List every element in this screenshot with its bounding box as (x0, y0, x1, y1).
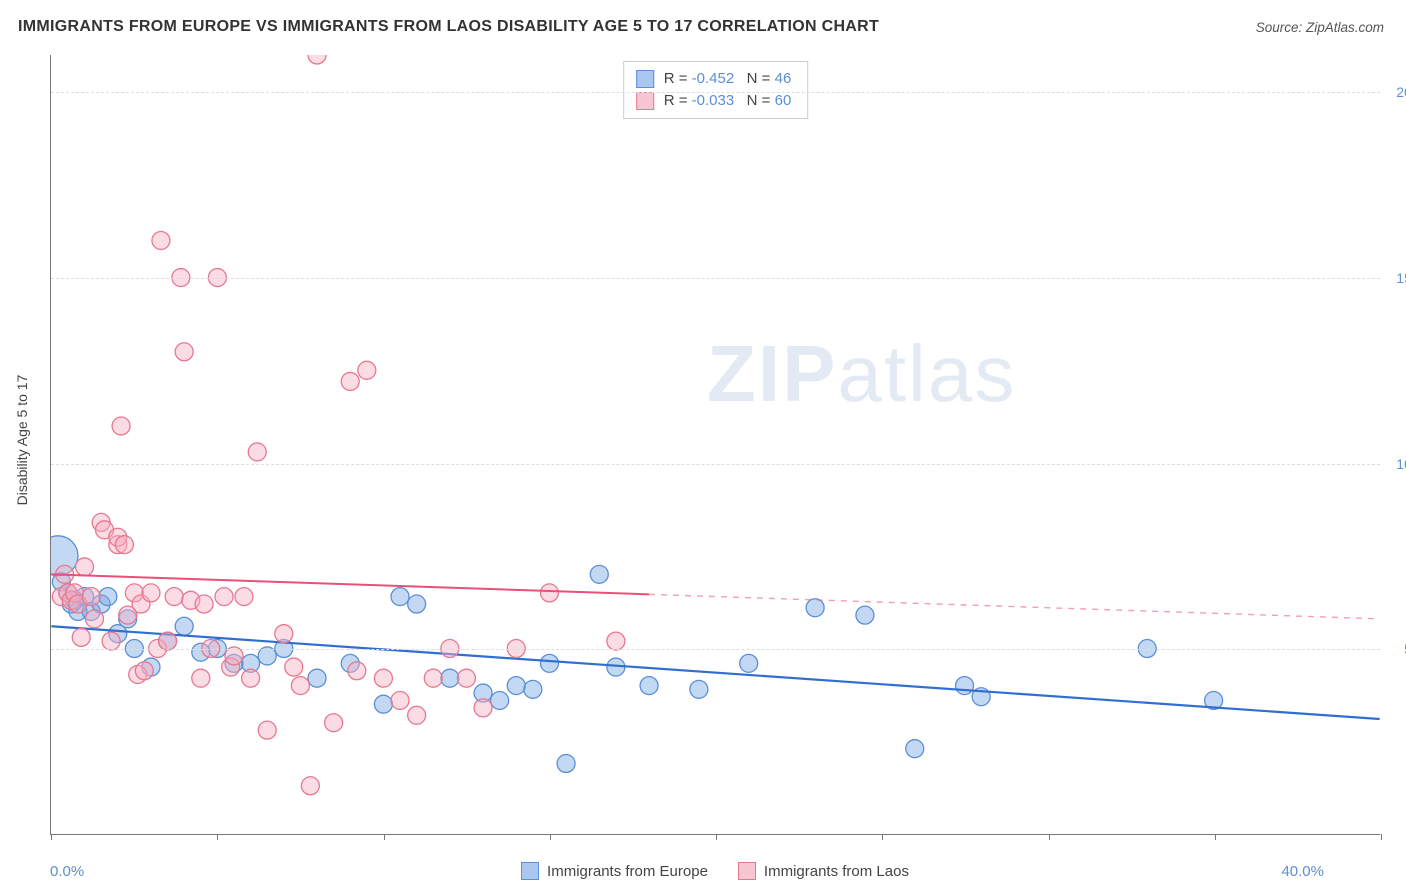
y-tick-label: 20.0% (1396, 84, 1406, 100)
scatter-point (590, 565, 608, 583)
scatter-point (102, 632, 120, 650)
scatter-point (956, 677, 974, 695)
scatter-point (115, 536, 133, 554)
scatter-point (457, 669, 475, 687)
legend-correlation-row: R = -0.452 N = 46 (636, 68, 792, 90)
scatter-point (195, 595, 213, 613)
scatter-point (308, 55, 326, 64)
scatter-point (235, 588, 253, 606)
scatter-point (540, 584, 558, 602)
legend-series-label: Immigrants from Europe (547, 863, 708, 880)
x-tick (550, 834, 551, 840)
scatter-point (308, 669, 326, 687)
scatter-plot (51, 55, 1380, 834)
x-tick (1381, 834, 1382, 840)
scatter-point (275, 625, 293, 643)
x-tick (1049, 834, 1050, 840)
legend-swatch (636, 92, 654, 110)
scatter-point (72, 628, 90, 646)
x-tick (51, 834, 52, 840)
scatter-point (285, 658, 303, 676)
scatter-point (142, 584, 160, 602)
scatter-point (86, 610, 104, 628)
scatter-point (159, 632, 177, 650)
scatter-point (524, 680, 542, 698)
gridline (51, 278, 1380, 279)
scatter-point (391, 588, 409, 606)
scatter-point (491, 691, 509, 709)
scatter-point (557, 755, 575, 773)
scatter-point (341, 372, 359, 390)
scatter-point (856, 606, 874, 624)
scatter-point (192, 669, 210, 687)
legend-correlation-row: R = -0.033 N = 60 (636, 90, 792, 112)
chart-title: IMMIGRANTS FROM EUROPE VS IMMIGRANTS FRO… (18, 18, 879, 36)
scatter-point (301, 777, 319, 795)
gridline (51, 649, 1380, 650)
scatter-point (391, 691, 409, 709)
legend-series-label: Immigrants from Laos (764, 863, 909, 880)
x-tick (1215, 834, 1216, 840)
scatter-point (348, 662, 366, 680)
scatter-point (408, 706, 426, 724)
source-label: Source: ZipAtlas.com (1256, 20, 1384, 35)
scatter-point (165, 588, 183, 606)
scatter-point (540, 654, 558, 672)
y-tick-label: 10.0% (1396, 456, 1406, 472)
scatter-point (135, 662, 153, 680)
scatter-point (175, 343, 193, 361)
x-max-label: 40.0% (1281, 863, 1324, 880)
y-axis-label: Disability Age 5 to 17 (14, 375, 30, 506)
scatter-point (99, 588, 117, 606)
y-tick-label: 15.0% (1396, 270, 1406, 286)
scatter-point (82, 588, 100, 606)
x-tick (716, 834, 717, 840)
scatter-point (175, 617, 193, 635)
scatter-point (424, 669, 442, 687)
scatter-point (441, 669, 459, 687)
scatter-point (258, 721, 276, 739)
legend-bottom: 0.0% Immigrants from EuropeImmigrants fr… (50, 862, 1380, 880)
scatter-point (740, 654, 758, 672)
x-tick (882, 834, 883, 840)
legend-swatch (738, 862, 756, 880)
scatter-point (374, 695, 392, 713)
scatter-point (291, 677, 309, 695)
scatter-point (76, 558, 94, 576)
series-legend: Immigrants from Europe Immigrants from La… (50, 862, 1380, 880)
legend-series-entry: Immigrants from Europe (521, 862, 708, 880)
scatter-point (690, 680, 708, 698)
scatter-point (607, 632, 625, 650)
scatter-point (152, 231, 170, 249)
scatter-point (507, 677, 525, 695)
scatter-point (408, 595, 426, 613)
scatter-point (248, 443, 266, 461)
scatter-point (906, 740, 924, 758)
scatter-point (806, 599, 824, 617)
scatter-point (358, 361, 376, 379)
scatter-point (325, 714, 343, 732)
chart-area: ZIPatlas R = -0.452 N = 46R = -0.033 N =… (50, 55, 1380, 835)
correlation-legend: R = -0.452 N = 46R = -0.033 N = 60 (623, 61, 809, 119)
scatter-point (640, 677, 658, 695)
scatter-point (215, 588, 233, 606)
x-tick (217, 834, 218, 840)
x-min-label: 0.0% (50, 863, 84, 880)
x-tick (384, 834, 385, 840)
scatter-point (242, 669, 260, 687)
trend-line-extrapolated (649, 594, 1380, 618)
legend-swatch (521, 862, 539, 880)
scatter-point (374, 669, 392, 687)
legend-series-entry: Immigrants from Laos (738, 862, 909, 880)
legend-swatch (636, 70, 654, 88)
gridline (51, 464, 1380, 465)
scatter-point (474, 699, 492, 717)
gridline (51, 92, 1380, 93)
scatter-point (112, 417, 130, 435)
